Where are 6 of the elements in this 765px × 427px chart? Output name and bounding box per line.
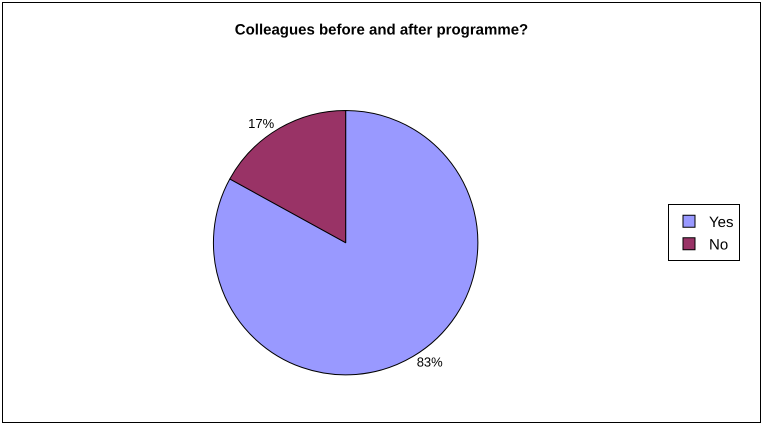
pie-slice bbox=[212, 110, 478, 376]
legend-label: No bbox=[709, 236, 728, 254]
legend-label: Yes bbox=[709, 214, 734, 232]
chart-title: Colleagues before and after programme? bbox=[234, 21, 528, 38]
data-label: 83% bbox=[416, 354, 444, 370]
data-label: 17% bbox=[248, 116, 275, 131]
